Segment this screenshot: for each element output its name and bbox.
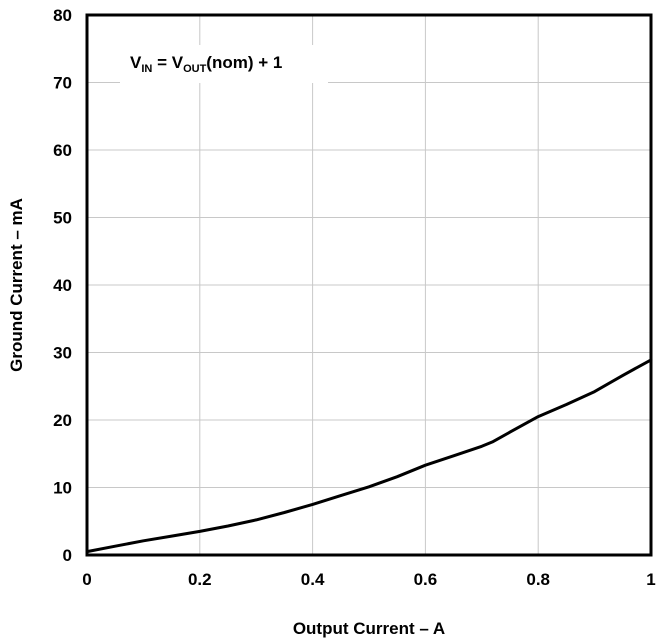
- series-line-ground-current: [85, 358, 653, 554]
- x-axis-title: Output Current – A: [293, 619, 445, 638]
- x-tick-label: 0.8: [526, 570, 550, 589]
- y-tick-label: 10: [53, 479, 72, 498]
- x-tick-label: 0.4: [301, 570, 325, 589]
- plot-frame: [85, 13, 653, 557]
- annotation-sub-in: IN: [141, 63, 152, 75]
- grid: [87, 15, 651, 555]
- annotation-vin-condition: VIN = VOUT(nom) + 1: [130, 53, 282, 75]
- annotation-sub-out: OUT: [183, 63, 207, 75]
- y-tick-label: 40: [53, 276, 72, 295]
- y-tick-label: 60: [53, 141, 72, 160]
- annotation-mid: = V: [152, 53, 183, 72]
- annotation-v1: V: [130, 53, 142, 72]
- y-tick-label: 0: [63, 546, 72, 565]
- y-axis-title: Ground Current – mA: [7, 198, 26, 372]
- x-tick-label: 0: [82, 570, 91, 589]
- annotation-group: VIN = VOUT(nom) + 1: [120, 45, 328, 83]
- y-tick-label: 30: [53, 344, 72, 363]
- annotation-tail: (nom) + 1: [206, 53, 282, 72]
- y-tick-label: 70: [53, 74, 72, 93]
- x-tick-label: 1: [646, 570, 655, 589]
- annotation-background: [120, 45, 328, 83]
- x-tick-label: 0.2: [188, 570, 212, 589]
- y-tick-label: 20: [53, 411, 72, 430]
- y-tick-label: 80: [53, 6, 72, 25]
- y-tick-label: 50: [53, 209, 72, 228]
- x-tick-label: 0.6: [414, 570, 438, 589]
- series-layer: [85, 358, 653, 554]
- y-tick-labels: 0 10 20 30 40 50 60 70 80: [53, 6, 72, 565]
- x-tick-labels: 0 0.2 0.4 0.6 0.8 1: [82, 570, 655, 589]
